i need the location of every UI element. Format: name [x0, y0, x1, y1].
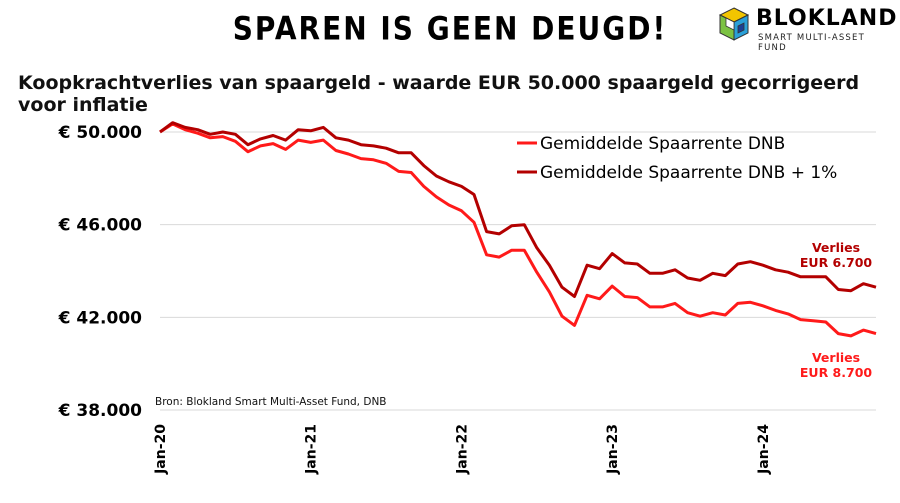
- logo-name: BLOKLAND: [756, 6, 898, 31]
- annotation-label: EUR 8.700: [800, 365, 873, 380]
- annotation-label: EUR 6.700: [800, 255, 873, 270]
- y-tick-label: € 42.000: [58, 308, 143, 328]
- annotation-label: Verlies: [812, 350, 860, 365]
- chart-subtitle: Koopkrachtverlies van spaargeld - waarde…: [18, 72, 860, 116]
- x-tick-label: Jan-22: [454, 424, 470, 475]
- x-tick-label: Jan-20: [153, 424, 169, 475]
- y-tick-label: € 50.000: [58, 123, 143, 143]
- x-tick-label: Jan-23: [605, 424, 621, 475]
- page-title: SPAREN IS GEEN DEUGD!: [232, 9, 668, 48]
- annotation-label: Verlies: [812, 240, 860, 255]
- legend-label: Gemiddelde Spaarrente DNB: [540, 134, 785, 154]
- cube-logo-icon: [718, 7, 750, 41]
- y-tick-label: € 46.000: [58, 216, 143, 236]
- x-tick-label: Jan-21: [304, 424, 320, 475]
- y-tick-label: € 38.000: [58, 401, 143, 421]
- legend-label: Gemiddelde Spaarrente DNB + 1%: [540, 163, 837, 183]
- source-note: Bron: Blokland Smart Multi-Asset Fund, D…: [155, 396, 387, 408]
- logo-tagline: SMART MULTI-ASSET FUND: [758, 33, 865, 53]
- series-line-2: [159, 121, 877, 298]
- brand-logo: BLOKLAND SMART MULTI-ASSET FUND: [716, 6, 898, 53]
- series-line-1: [159, 122, 877, 338]
- x-tick-label: Jan-24: [756, 424, 772, 475]
